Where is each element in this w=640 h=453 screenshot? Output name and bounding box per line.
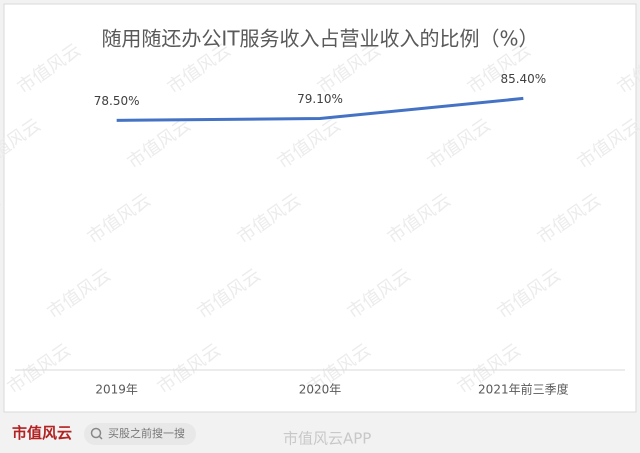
search-icon — [90, 427, 102, 439]
chart-area — [3, 3, 637, 413]
footer-app: 市值风云APP — [283, 430, 371, 448]
chart-title: 随用随还办公IT服务收入占营业收入的比例（%） — [101, 27, 538, 51]
footer-brand: 市值风云 — [12, 424, 72, 442]
x-tick-label: 2021年前三季度 — [478, 382, 569, 397]
x-tick-label: 2019年 — [95, 383, 138, 397]
data-label: 79.10% — [297, 92, 343, 106]
search-text[interactable]: 买股之前搜一搜 — [108, 426, 185, 440]
search-box[interactable] — [84, 423, 196, 445]
x-tick-label: 2020年 — [299, 383, 342, 397]
line — [116, 96, 524, 122]
data-label: 85.40% — [500, 72, 546, 86]
data-label: 78.50% — [94, 94, 140, 108]
search-icon-handle — [98, 435, 103, 440]
